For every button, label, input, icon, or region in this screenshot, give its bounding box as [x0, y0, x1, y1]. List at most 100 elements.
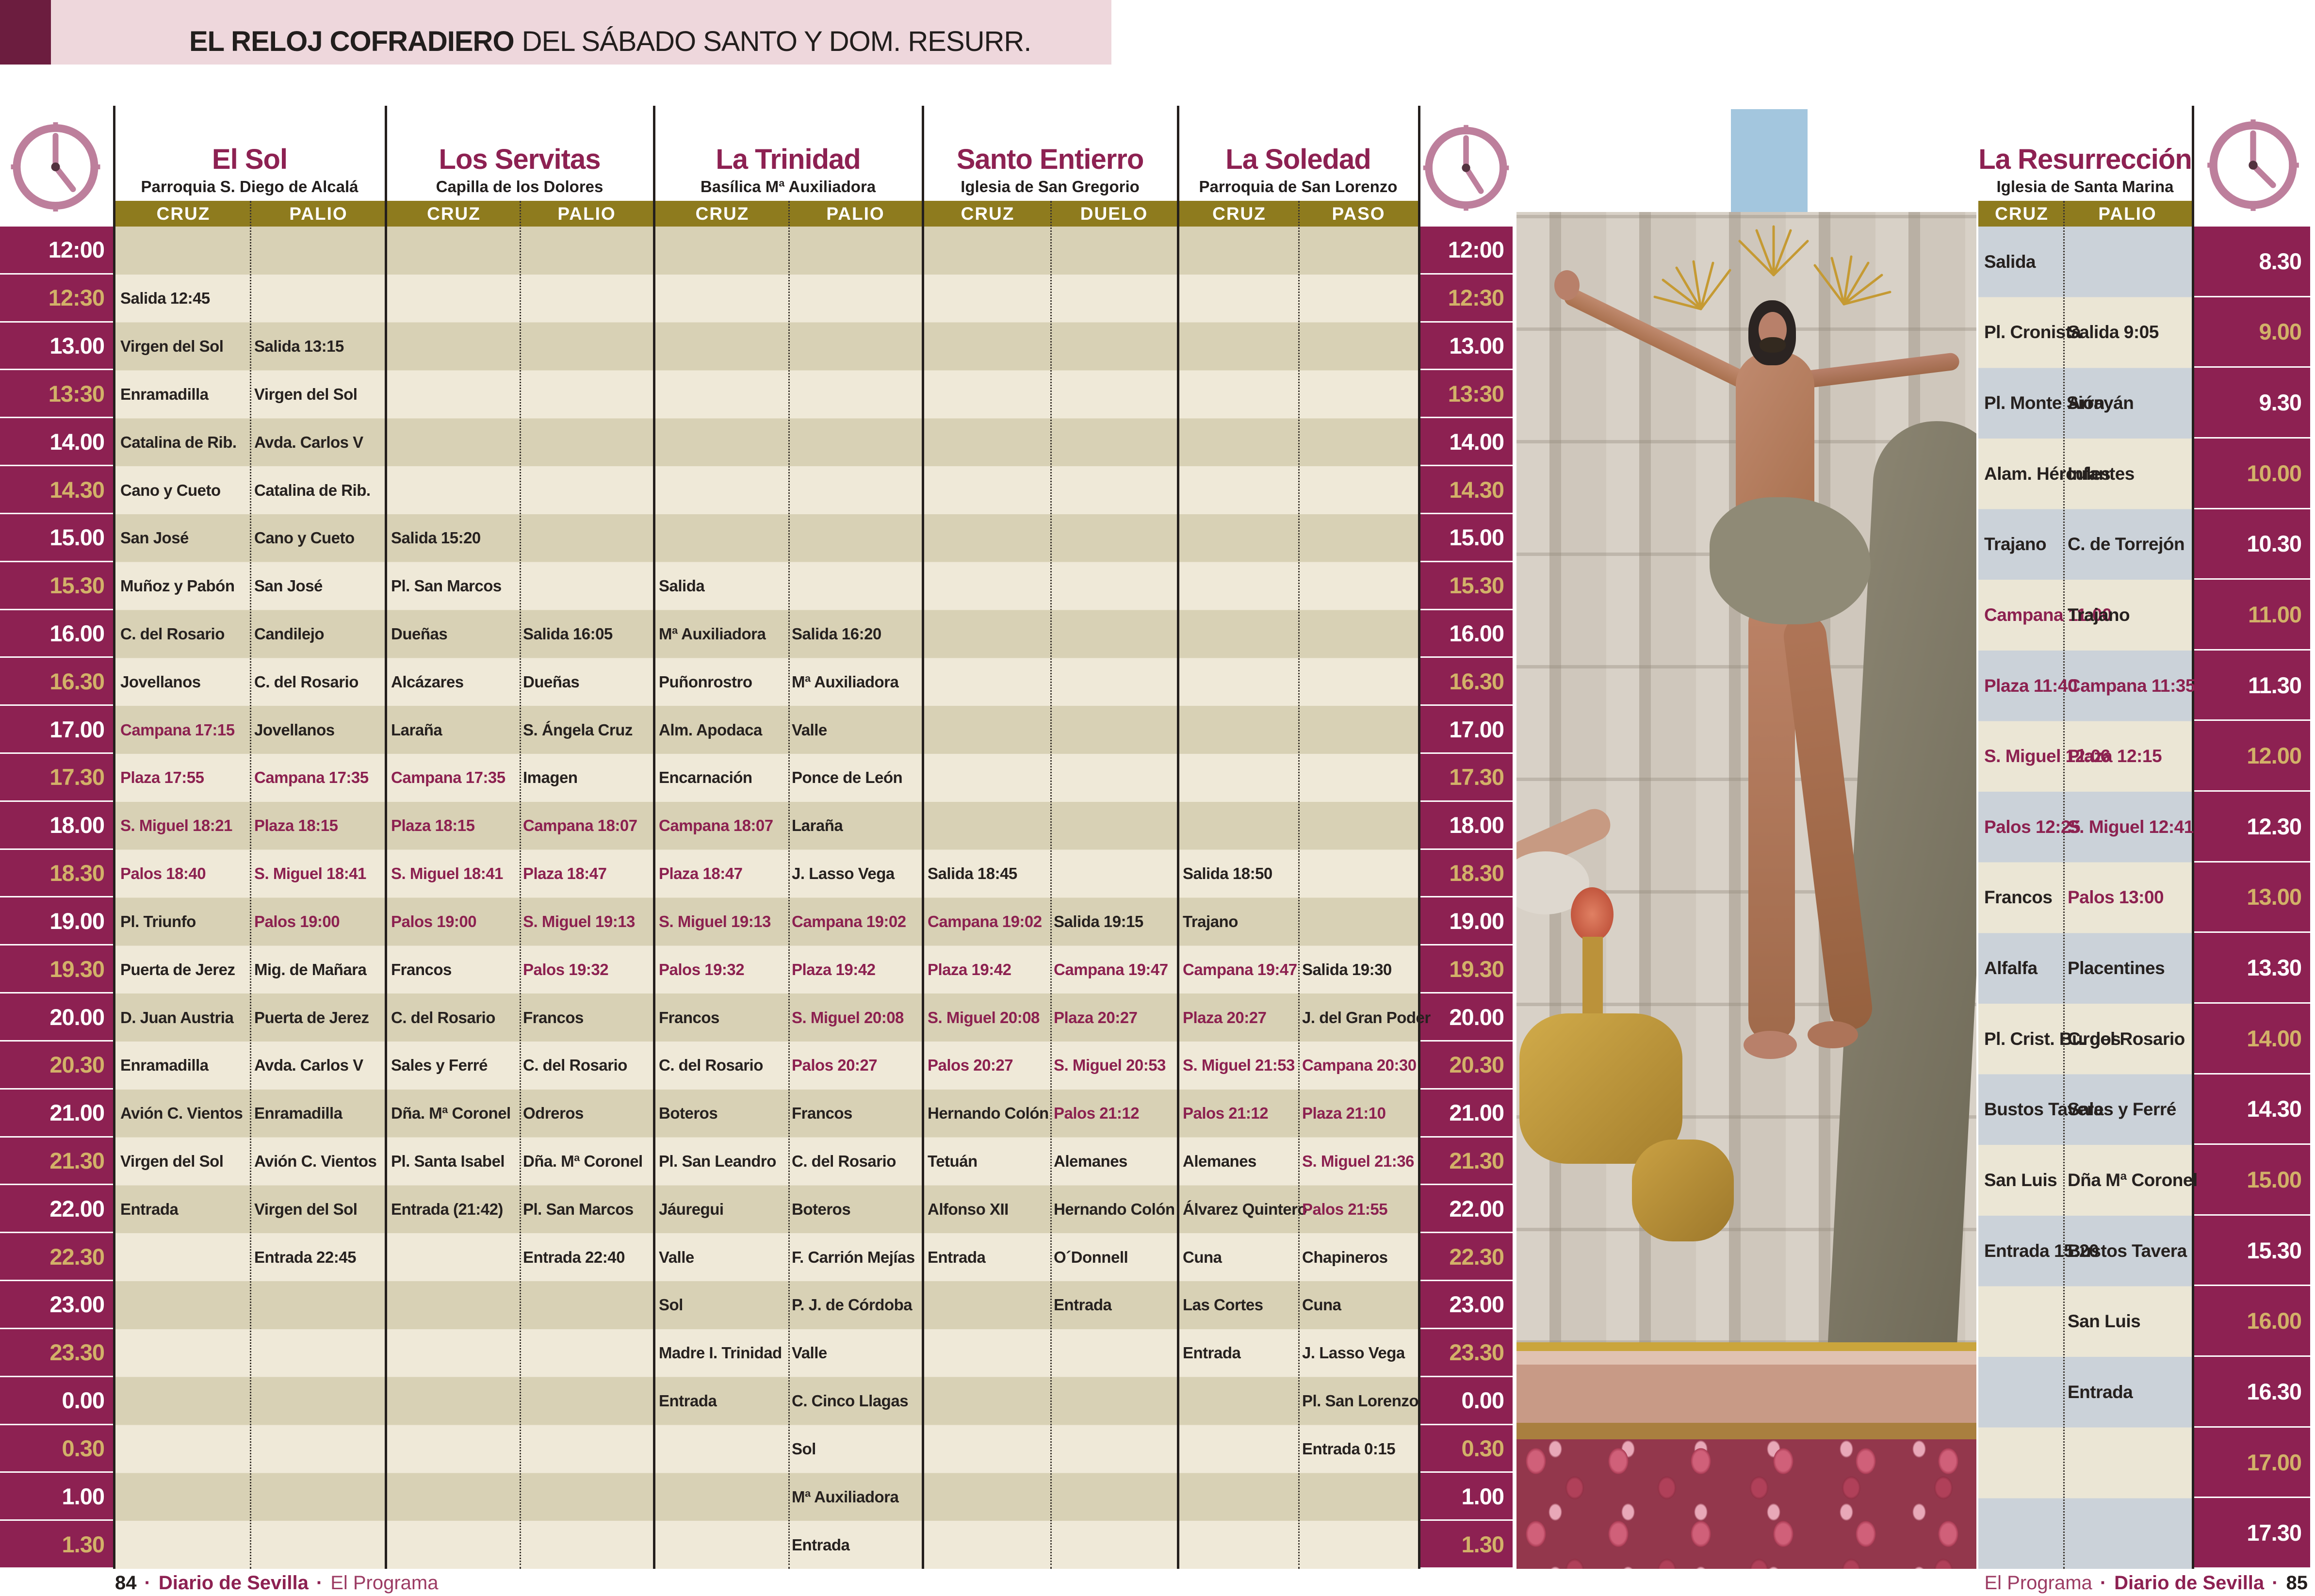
group-church: Parroquia S. Diego de Alcalá: [141, 178, 359, 195]
schedule-cell: Sol: [792, 1439, 816, 1458]
time-cell: 20.30: [1420, 1042, 1513, 1090]
time-cell: 15.00: [1420, 514, 1513, 562]
group-divider: [922, 106, 924, 1569]
schedule-cell: Campana 11:35: [2068, 675, 2195, 696]
paso-base: [1516, 1342, 1976, 1442]
schedule-cell: Laraña: [792, 816, 843, 835]
time-cell: 21.30: [0, 1138, 113, 1186]
schedule-cell: Puerta de Jerez: [120, 960, 235, 978]
schedule-cell: Cano y Cueto: [254, 529, 355, 547]
schedule-cell: Boteros: [659, 1104, 718, 1123]
time-cell: 14.00: [0, 418, 113, 467]
schedule-cell: Campana 18:07: [659, 816, 773, 835]
schedule-cell: Madre I. Trinidad: [659, 1344, 782, 1362]
schedule-cell: Alcázares: [391, 672, 464, 691]
schedule-cell: Jovellanos: [254, 720, 335, 739]
schedule-cell: Alemanes: [1054, 1152, 1127, 1170]
time-cell: 21.30: [1420, 1138, 1513, 1186]
schedule-cell: Entrada 22:40: [523, 1248, 625, 1266]
time-cell: 14.30: [0, 466, 113, 514]
schedule-cell: S. Miguel 18:41: [391, 864, 503, 883]
statue-beard: [1760, 337, 1786, 353]
schedule-cell: Álvarez Quintero: [1183, 1200, 1307, 1218]
col-entierro-cruz: Salida 18:45 Campana 19:02 Plaza 19:42 S. M…: [928, 227, 1049, 1569]
schedule-cell: Boteros: [792, 1200, 851, 1218]
schedule-cell: Entrada: [1054, 1296, 1112, 1314]
schedule-cell: Virgen del Sol: [254, 1200, 358, 1218]
schedule-cell: Sol: [659, 1296, 683, 1314]
schedule-cell: Alam. Hércules: [1984, 463, 2111, 484]
schedule-cell: S. Miguel 19:13: [523, 912, 635, 930]
group-church: Capilla de los Dolores: [436, 178, 603, 195]
time-cell: 0.00: [1420, 1377, 1513, 1425]
schedule-cell: Plaza 21:10: [1302, 1104, 1386, 1123]
time-cell: 23.00: [0, 1281, 113, 1329]
group-title: El Sol: [212, 144, 288, 176]
schedule-cell: Francos: [659, 1008, 719, 1026]
schedule-cell: Trajano: [1984, 534, 2047, 554]
schedule-cell: Encarnación: [659, 768, 752, 787]
clock-icon: [2207, 119, 2299, 211]
schedule-cell: Mig. de Mañara: [254, 960, 367, 978]
time-column-middle: 12:00 12:30 13.00 13:30 14.00 14.30 15.00 15.30…: [1420, 227, 1513, 1569]
schedule-cell: J. Lasso Vega: [792, 864, 895, 883]
time-cell: 9.00: [2194, 297, 2310, 368]
time-cell: 23.00: [1420, 1281, 1513, 1329]
subcol-label: PALIO: [289, 204, 348, 224]
time-cell: 18.30: [1420, 850, 1513, 898]
schedule-cell: Entrada: [792, 1535, 850, 1554]
schedule-cell: Mª Auxiliadora: [792, 1487, 899, 1506]
schedule-cell: Entrada: [2068, 1382, 2133, 1402]
time-cell: 16.30: [1420, 658, 1513, 706]
schedule-cell: F. Carrión Mejías: [792, 1248, 915, 1266]
schedule-cell: Laraña: [391, 720, 442, 739]
time-column-left: 12:00 12:30 13.00 13:30 14.00 14.30 15.00 15.30…: [0, 227, 113, 1569]
schedule-cell: Muñoz y Pabón: [120, 577, 235, 595]
page-title: EL RELOJ COFRADIERO DEL SÁBADO SANTO Y D…: [51, 0, 1111, 65]
time-cell: 19.00: [1420, 897, 1513, 946]
subcol-label: CRUZ: [1995, 204, 2049, 224]
schedule-cell: Palos 21:12: [1054, 1104, 1140, 1123]
column-divider: [2063, 201, 2065, 1569]
time-column-right: 8.30 9.00 9.30 10.00 10.30 11.00 11.30 12.00 12.…: [2194, 227, 2310, 1569]
schedule-cell: Cuna: [1183, 1248, 1222, 1266]
col-entierro-duelo: Salida 19:15 Campana 19:47 Plaza 20:27 S. M…: [1054, 227, 1175, 1569]
schedule-cell: Mª Auxiliadora: [659, 624, 766, 643]
schedule-cell: Entrada: [659, 1392, 717, 1410]
time-cell: 13:30: [1420, 370, 1513, 419]
footer-brand: Diario de Sevilla: [2114, 1572, 2265, 1594]
footer-brand: Diario de Sevilla: [158, 1572, 309, 1594]
schedule-cell: Salida 12:45: [120, 289, 210, 308]
col-resurreccion-palio: Salida 9:05 Arrayán Infantes C. de Torrejón…: [2068, 227, 2198, 1569]
schedule-cell: S. Miguel 21:53: [1183, 1056, 1295, 1075]
photo-risen-christ: [1516, 212, 1976, 1569]
schedule-cell: San José: [254, 577, 323, 595]
schedule-cell: Pl. San Leandro: [659, 1152, 776, 1170]
time-cell: 22.30: [0, 1233, 113, 1282]
schedule-cell: Enramadilla: [254, 1104, 342, 1123]
subcol-label: PALIO: [826, 204, 885, 224]
schedule-cell: Sales y Ferré: [2068, 1099, 2176, 1120]
group-church: Parroquia de San Lorenzo: [1199, 178, 1398, 195]
schedule-cell: Francos: [523, 1008, 584, 1026]
group-header-la-trinidad: La Trinidad Basílica Mª Auxiliadora: [654, 106, 922, 201]
photo-sky-patch: [1731, 109, 1808, 212]
schedule-cell: Pl. San Marcos: [391, 577, 502, 595]
schedule-cell: Alm. Apodaca: [659, 720, 762, 739]
page-corner-block: [0, 0, 51, 65]
col-el-sol-palio: Salida 13:15 Virgen del Sol Avda. Carlos V…: [254, 227, 381, 1569]
footer-right: El Programa · Diario de Sevilla · 85: [1985, 1572, 2308, 1594]
schedule-cell: S. Miguel 12:41: [2068, 816, 2194, 837]
footer-left: 84 · Diario de Sevilla · El Programa: [115, 1572, 439, 1594]
schedule-cell: Valle: [792, 1344, 827, 1362]
schedule-cell: San Luis: [2068, 1311, 2141, 1332]
schedule-cell: Entrada: [928, 1248, 986, 1266]
schedule-cell: Palos 19:32: [523, 960, 609, 978]
time-cell: 10.30: [2194, 509, 2310, 580]
subcol-label: CRUZ: [156, 204, 211, 224]
schedule-cell: Salida 16:05: [523, 624, 613, 643]
schedule-cell: Plaza 18:15: [254, 816, 338, 835]
schedule-cell: C. de Torrejón: [2068, 534, 2185, 554]
schedule-cell: Campana 17:35: [391, 768, 505, 787]
footer-separator: ·: [2100, 1572, 2107, 1594]
